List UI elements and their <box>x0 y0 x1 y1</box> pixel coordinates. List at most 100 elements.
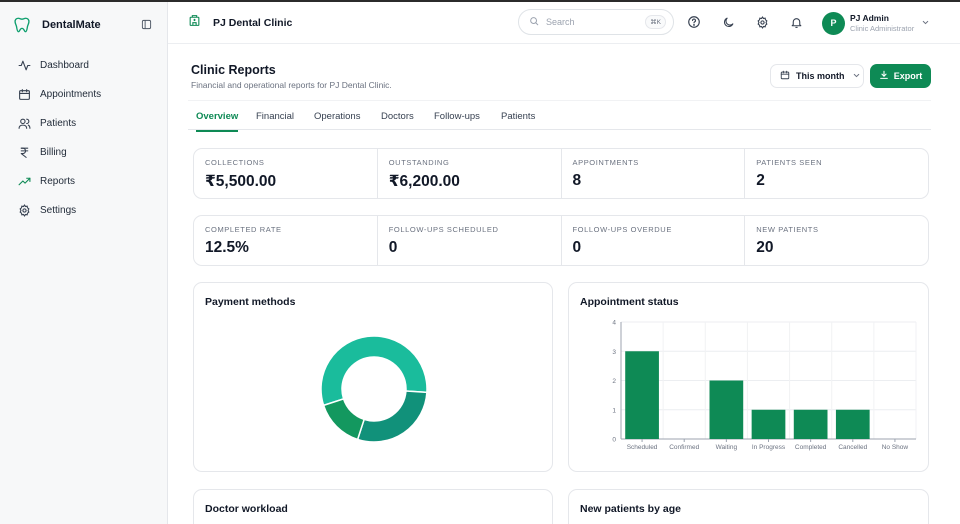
bar-scheduled[interactable] <box>625 351 659 439</box>
bell-icon[interactable] <box>787 13 805 31</box>
help-icon[interactable] <box>685 13 703 31</box>
settings-gear-icon[interactable] <box>753 13 771 31</box>
tab-label: Patients <box>501 110 536 122</box>
export-button[interactable]: Export <box>870 64 931 88</box>
clinic-switcher[interactable]: PJ Dental Clinic <box>188 14 292 32</box>
user-role: Clinic Administrator <box>850 24 915 33</box>
bar-completed[interactable] <box>793 409 828 439</box>
panel-title: Appointment status <box>580 296 679 308</box>
activity-icon <box>17 59 31 73</box>
sidebar-item-billing[interactable]: Billing <box>8 139 159 166</box>
panel-title: New patients by age <box>580 503 681 515</box>
payment-methods-donut-chart <box>320 335 428 443</box>
sidebar-item-label: Patients <box>40 118 77 129</box>
search-input[interactable] <box>546 17 636 27</box>
users-icon <box>17 117 31 131</box>
rupee-icon <box>17 146 31 160</box>
date-range-label: This month <box>796 71 845 81</box>
tooth-logo-icon <box>12 15 32 35</box>
window-top-border <box>0 0 960 2</box>
tab-follow-ups[interactable]: Follow-ups <box>434 101 480 131</box>
panel-left-icon <box>141 19 151 29</box>
stat-value: 8 <box>572 172 582 189</box>
download-icon <box>879 70 889 82</box>
x-tick-label: Waiting <box>716 444 738 451</box>
tab-label: Overview <box>196 110 239 122</box>
search-icon <box>529 13 539 31</box>
stats-row-primary: COLLECTIONS ₹5,500.00 OUTSTANDING ₹6,200… <box>193 148 929 199</box>
sidebar-item-patients[interactable]: Patients <box>8 110 159 137</box>
stat-appointments: APPOINTMENTS 8 <box>562 149 746 198</box>
tab-overview[interactable]: Overview <box>196 101 239 132</box>
stat-collections: COLLECTIONS ₹5,500.00 <box>194 149 378 198</box>
report-tabs: Overview Financial Operations Doctors Fo… <box>188 100 931 132</box>
calendar-icon <box>17 88 31 102</box>
moon-icon[interactable] <box>719 13 737 31</box>
user-info: PJ Admin Clinic Administrator <box>850 13 914 33</box>
trending-up-icon <box>17 175 31 189</box>
stat-value: 2 <box>756 172 765 189</box>
sidebar-item-label: Appointments <box>40 89 102 100</box>
stat-outstanding: OUTSTANDING ₹6,200.00 <box>378 149 562 198</box>
stat-label: COMPLETED RATE <box>205 225 282 234</box>
stat-value: 20 <box>756 239 774 256</box>
donut-slice-1[interactable] <box>356 390 428 443</box>
export-label: Export <box>893 71 923 81</box>
avatar: P <box>822 11 845 35</box>
donut-slice-0[interactable] <box>320 335 428 407</box>
x-tick-label: Scheduled <box>627 444 658 451</box>
sidebar-item-reports[interactable]: Reports <box>8 168 159 195</box>
tab-financial[interactable]: Financial <box>256 101 294 131</box>
y-tick-label: 0 <box>612 437 616 444</box>
x-tick-label: No Show <box>882 444 909 451</box>
top-header: PJ Dental Clinic ⌘K P PJ Admin Clinic Ad… <box>168 2 960 44</box>
sidebar-item-appointments[interactable]: Appointments <box>8 81 159 108</box>
stat-new-patients: NEW PATIENTS 20 <box>745 216 928 265</box>
sidebar-item-label: Settings <box>40 205 77 216</box>
sidebar-item-dashboard[interactable]: Dashboard <box>8 52 159 79</box>
stat-label: OUTSTANDING <box>388 158 450 167</box>
tab-label: Follow-ups <box>434 110 480 122</box>
chevron-down-icon <box>921 14 930 32</box>
stat-patients-seen: PATIENTS SEEN 2 <box>745 149 928 198</box>
sidebar-item-label: Billing <box>40 147 67 158</box>
stat-value: 0 <box>388 239 398 256</box>
hospital-icon <box>188 14 201 32</box>
date-range-select[interactable]: This month <box>770 64 864 88</box>
sidebar-collapse-button[interactable] <box>136 14 156 34</box>
sidebar-item-settings[interactable]: Settings <box>8 197 159 224</box>
panel-title: Payment methods <box>205 296 296 308</box>
user-name: PJ Admin <box>850 13 889 23</box>
stat-follow-ups-overdue: FOLLOW-UPS OVERDUE 0 <box>562 216 746 265</box>
x-tick-label: Confirmed <box>669 444 699 451</box>
page-subtitle: Financial and operational reports for PJ… <box>191 80 392 90</box>
chevron-down-icon <box>852 71 861 82</box>
stat-label: FOLLOW-UPS SCHEDULED <box>388 225 499 234</box>
donut-slice-2[interactable] <box>322 397 366 441</box>
user-menu[interactable]: P PJ Admin Clinic Administrator <box>822 10 930 36</box>
search-shortcut-badge: ⌘K <box>645 15 666 29</box>
panel-title: Doctor workload <box>205 503 288 515</box>
tab-operations[interactable]: Operations <box>314 101 360 131</box>
y-tick-label: 2 <box>612 378 616 385</box>
tab-patients[interactable]: Patients <box>501 101 535 131</box>
bar-cancelled[interactable] <box>835 409 870 439</box>
stat-label: COLLECTIONS <box>205 158 265 167</box>
x-tick-label: Cancelled <box>838 444 867 451</box>
stat-label: NEW PATIENTS <box>756 225 819 234</box>
tab-doctors[interactable]: Doctors <box>381 101 414 131</box>
brand[interactable]: DentalMate <box>12 14 156 36</box>
y-tick-label: 4 <box>612 320 616 327</box>
search-box[interactable]: ⌘K <box>518 9 674 35</box>
clinic-name: PJ Dental Clinic <box>213 17 293 29</box>
bar-waiting[interactable] <box>709 380 744 440</box>
brand-name: DentalMate <box>42 19 101 31</box>
appointment-status-panel: Appointment status 0 1 2 3 4 Scheduled Confirm… <box>568 282 929 472</box>
stat-label: FOLLOW-UPS OVERDUE <box>572 225 672 234</box>
x-tick-label: Completed <box>795 444 827 451</box>
y-tick-label: 3 <box>612 349 616 356</box>
bar-in-progress[interactable] <box>751 409 786 439</box>
gear-icon <box>17 204 31 218</box>
calendar-icon <box>780 70 790 82</box>
stat-value: ₹6,200.00 <box>388 173 460 190</box>
